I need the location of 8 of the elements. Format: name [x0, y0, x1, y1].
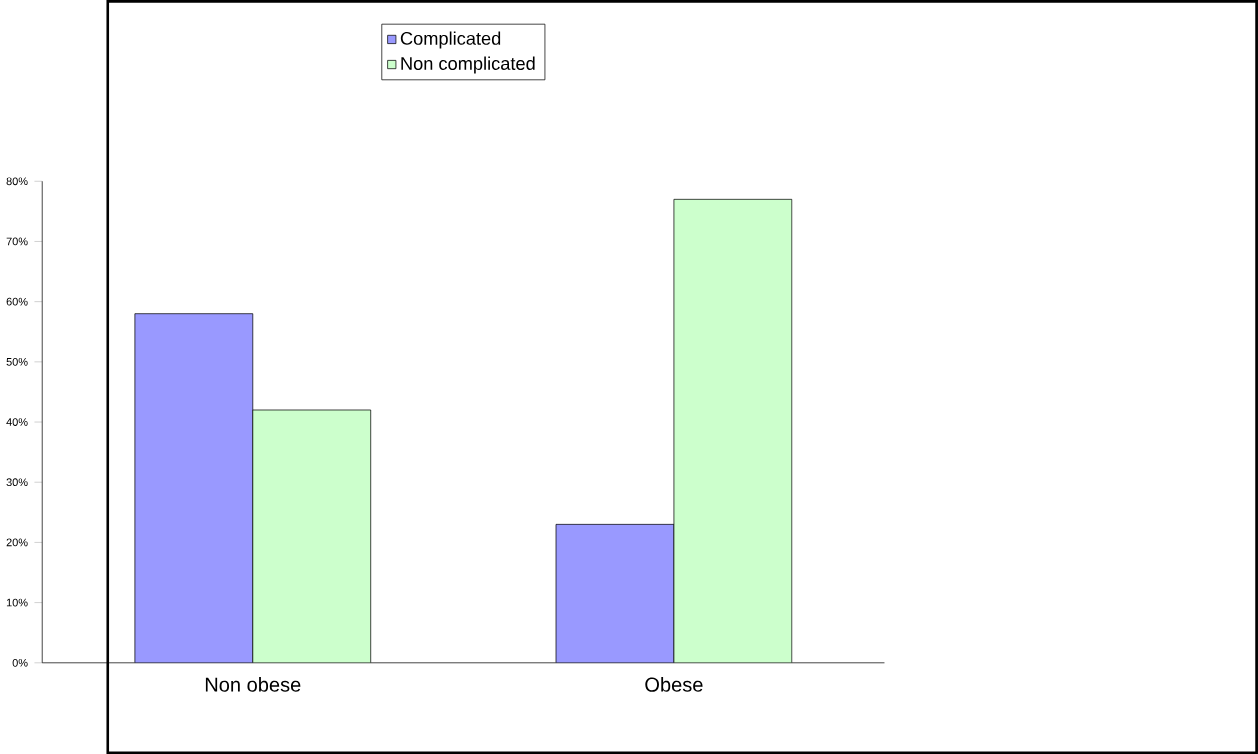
legend-label: Non complicated: [401, 56, 535, 74]
bar: [673, 198, 793, 663]
bar: [555, 523, 675, 663]
legend-label: Complicated: [400, 31, 501, 49]
x-tick-label: Non obese: [205, 676, 301, 692]
x-tick-label: Obese: [645, 676, 703, 692]
bar: [134, 313, 253, 663]
bar: [252, 409, 371, 663]
